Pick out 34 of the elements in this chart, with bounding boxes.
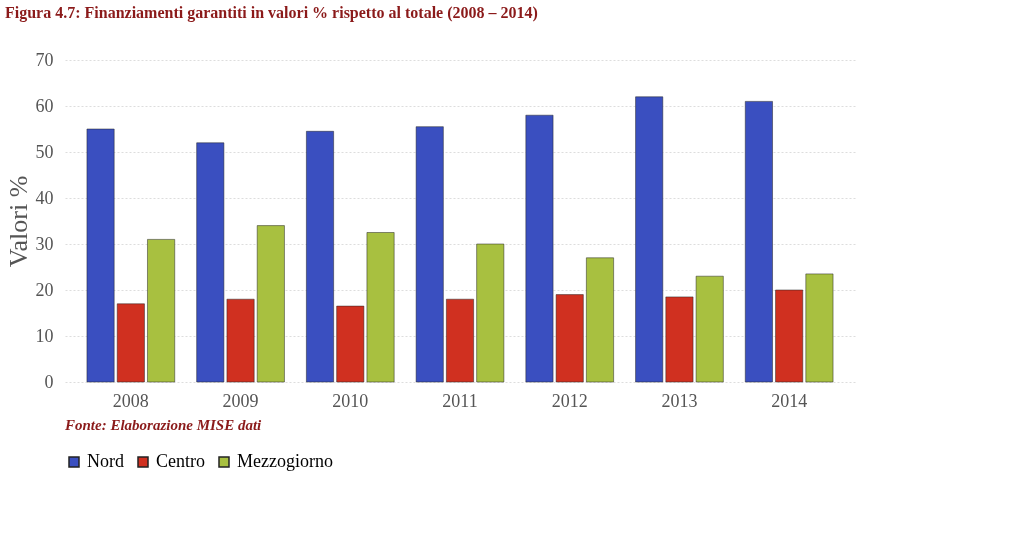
- bar: [256, 225, 285, 383]
- bar: [805, 273, 834, 383]
- bar: [306, 131, 334, 383]
- y-axis-title: Valori %: [3, 175, 33, 268]
- x-tick-label: 2014: [771, 390, 808, 411]
- bar: [745, 101, 773, 383]
- bar: [476, 243, 505, 383]
- bar: [86, 128, 115, 383]
- y-tick-label: 50: [35, 141, 54, 162]
- x-tick-label: 2008: [112, 390, 149, 411]
- bar: [147, 239, 175, 383]
- bar: [775, 289, 804, 383]
- x-tick-label: 2012: [551, 390, 588, 411]
- y-tick-label: 60: [35, 95, 54, 116]
- legend-label: Mezzogiorno: [237, 451, 333, 471]
- y-tick-label: 20: [35, 279, 54, 300]
- bar: [415, 126, 444, 383]
- bar: [635, 96, 664, 383]
- chart-title: Figura 4.7: Finanziamenti garantiti in valori % rispetto al totale (2008 – 2014): [5, 4, 538, 22]
- y-tick-label: 70: [35, 49, 54, 70]
- y-tick-label: 40: [35, 187, 54, 208]
- source-note: Fonte: Elaborazione MISE dati: [64, 417, 263, 433]
- y-tick-label: 10: [35, 325, 54, 346]
- x-tick-label: 2011: [442, 390, 478, 411]
- legend-label: Centro: [156, 451, 205, 471]
- bar: [446, 298, 474, 383]
- bar: [116, 303, 145, 383]
- bar: [586, 257, 614, 383]
- y-tick-label: 0: [44, 371, 54, 392]
- x-tick-label: 2013: [661, 390, 698, 411]
- y-tick-label: 30: [35, 233, 54, 254]
- legend-label: Nord: [87, 451, 124, 471]
- x-tick-label: 2009: [222, 390, 259, 411]
- x-tick-label: 2010: [332, 390, 369, 411]
